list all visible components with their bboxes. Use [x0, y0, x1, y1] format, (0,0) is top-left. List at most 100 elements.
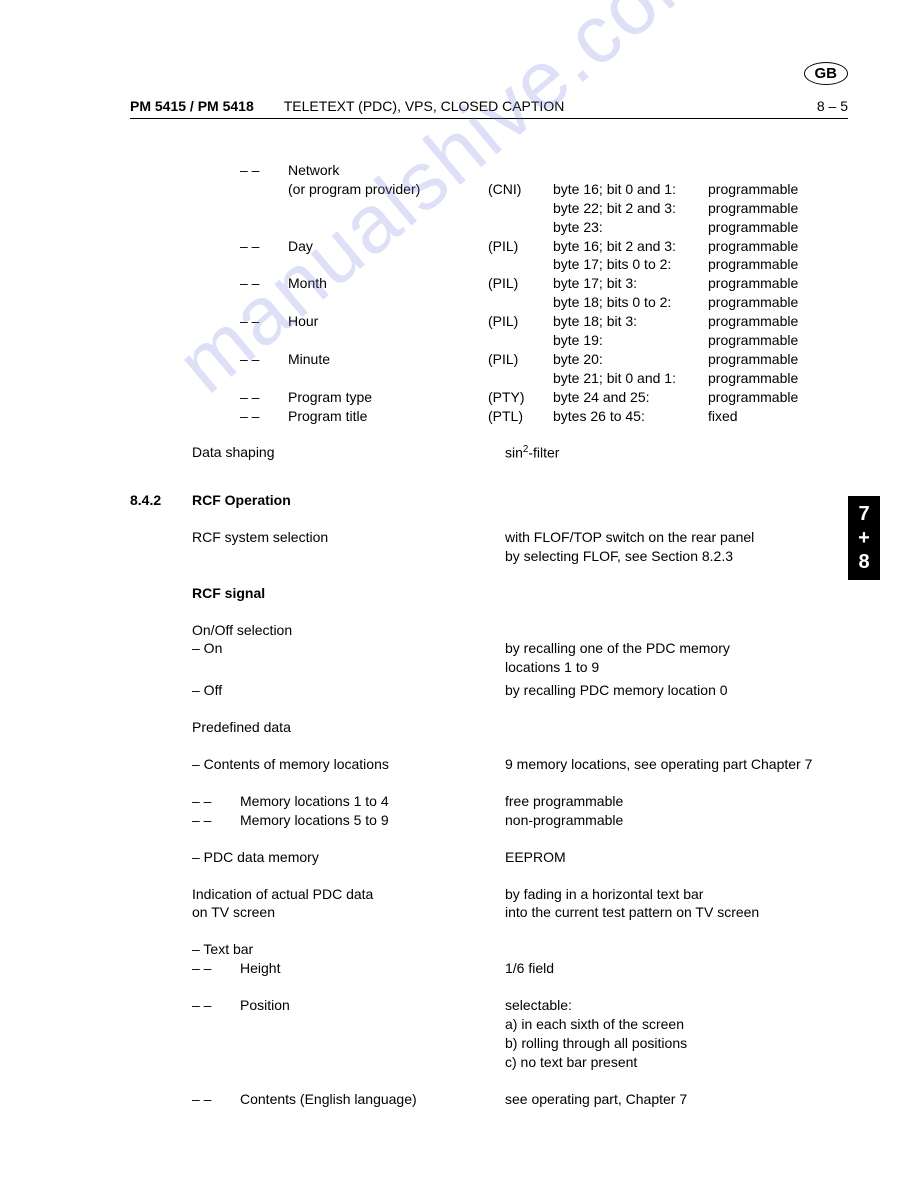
dash [240, 331, 288, 350]
indication-label: Indication of actual PDC data [192, 885, 505, 904]
row-byte: byte 18; bit 3: [553, 312, 708, 331]
on-value-2: locations 1 to 9 [505, 658, 848, 677]
row-code [488, 199, 553, 218]
onoff-title: On/Off selection [130, 621, 848, 640]
mem59-value: non-programmable [505, 811, 623, 830]
side-tab: 7 + 8 [848, 496, 880, 580]
row-byte: byte 21; bit 0 and 1: [553, 369, 708, 388]
data-shaping-value: sin2-filter [505, 443, 848, 463]
row-prog: programmable [708, 388, 848, 407]
dash [240, 218, 288, 237]
row-byte [553, 161, 708, 180]
position-value-a: selectable: [505, 996, 572, 1015]
dash [240, 369, 288, 388]
row-label: (or program provider) [288, 180, 488, 199]
row-byte: byte 23: [553, 218, 708, 237]
row-label: Hour [288, 312, 488, 331]
row-label: Month [288, 274, 488, 293]
row-label: Minute [288, 350, 488, 369]
dash: – – [240, 274, 288, 293]
dash: – – [240, 350, 288, 369]
section-title: RCF Operation [192, 491, 291, 510]
page-content: – –Network (or program provider)(CNI)byt… [130, 161, 848, 1109]
row-prog: programmable [708, 274, 848, 293]
predef-title: Predefined data [130, 718, 848, 737]
row-prog: programmable [708, 369, 848, 388]
side-tab-8: 8 [848, 550, 880, 574]
contents-lang-value: see operating part, Chapter 7 [505, 1090, 687, 1109]
dash [240, 199, 288, 218]
row-prog [708, 161, 848, 180]
off-label: – Off [192, 681, 505, 700]
row-byte: byte 19: [553, 331, 708, 350]
row-code [488, 369, 553, 388]
row-byte: byte 16; bit 0 and 1: [553, 180, 708, 199]
dash [240, 180, 288, 199]
on-value: by recalling one of the PDC memory [505, 639, 848, 658]
row-label [288, 199, 488, 218]
indication-label-2: on TV screen [192, 903, 505, 922]
chapter-title: TELETEXT (PDC), VPS, CLOSED CAPTION [284, 98, 565, 114]
row-prog: programmable [708, 312, 848, 331]
row-prog: programmable [708, 331, 848, 350]
row-byte: bytes 26 to 45: [553, 407, 708, 426]
row-label: Day [288, 237, 488, 256]
position-value-d: c) no text bar present [505, 1053, 637, 1072]
contents-label: – Contents of memory locations [192, 755, 505, 774]
position-value-c: b) rolling through all positions [505, 1034, 687, 1053]
dash: – – [240, 161, 288, 180]
pdc-label: – PDC data memory [192, 848, 505, 867]
row-code [488, 218, 553, 237]
row-label: Program type [288, 388, 488, 407]
height-label: Height [240, 959, 505, 978]
side-tab-7: 7 [848, 502, 880, 526]
indication-value-2: into the current test pattern on TV scre… [505, 903, 848, 922]
row-byte: byte 17; bits 0 to 2: [553, 255, 708, 274]
position-label: Position [240, 996, 505, 1015]
row-label [288, 293, 488, 312]
row-byte: byte 18; bits 0 to 2: [553, 293, 708, 312]
mem59-label: Memory locations 5 to 9 [240, 811, 505, 830]
row-prog: programmable [708, 218, 848, 237]
blank [192, 547, 505, 566]
row-code [488, 331, 553, 350]
data-shaping-label: Data shaping [192, 443, 505, 463]
page-header: PM 5415 / PM 5418 TELETEXT (PDC), VPS, C… [130, 98, 848, 119]
row-prog: programmable [708, 255, 848, 274]
blank [192, 1034, 505, 1053]
dash: – – [192, 959, 240, 978]
model-number: PM 5415 / PM 5418 [130, 98, 254, 114]
dash: – – [192, 792, 240, 811]
pdc-value: EEPROM [505, 848, 848, 867]
row-prog: programmable [708, 199, 848, 218]
row-code: (PTY) [488, 388, 553, 407]
height-value: 1/6 field [505, 959, 554, 978]
row-label: Program title [288, 407, 488, 426]
row-prog: programmable [708, 180, 848, 199]
dash: – – [192, 1090, 240, 1109]
row-code [488, 255, 553, 274]
side-tab-plus: + [848, 526, 880, 550]
dash [240, 293, 288, 312]
row-byte: byte 17; bit 3: [553, 274, 708, 293]
blank [192, 658, 505, 677]
row-code: (CNI) [488, 180, 553, 199]
section-number: 8.4.2 [130, 491, 192, 510]
row-byte: byte 16; bit 2 and 3: [553, 237, 708, 256]
row-label: Network [288, 161, 488, 180]
rcf-system-label: RCF system selection [192, 528, 505, 547]
dash: – – [192, 996, 240, 1015]
row-byte: byte 22; bit 2 and 3: [553, 199, 708, 218]
dash: – – [240, 312, 288, 331]
row-code [488, 161, 553, 180]
mem14-value: free programmable [505, 792, 623, 811]
row-prog: programmable [708, 293, 848, 312]
mem14-label: Memory locations 1 to 4 [240, 792, 505, 811]
row-prog: programmable [708, 350, 848, 369]
position-value-b: a) in each sixth of the screen [505, 1015, 684, 1034]
dash: – – [240, 407, 288, 426]
blank [192, 1015, 505, 1034]
row-code: (PIL) [488, 350, 553, 369]
dash: – – [192, 811, 240, 830]
dash: – – [240, 388, 288, 407]
